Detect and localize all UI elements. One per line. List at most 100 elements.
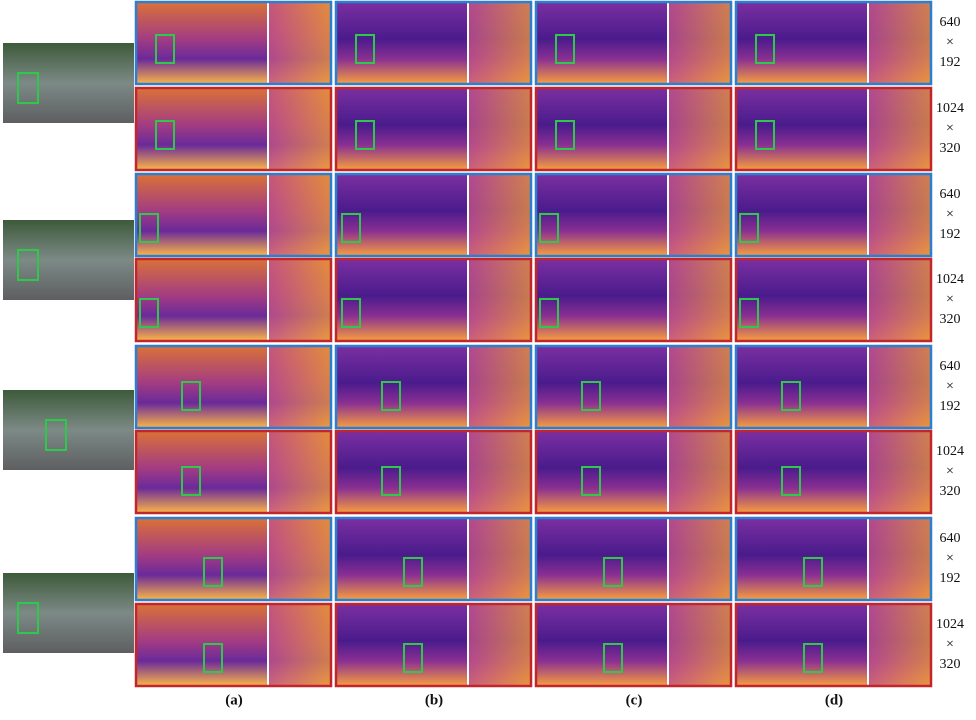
panel-border bbox=[334, 0, 533, 86]
focus-box bbox=[581, 381, 601, 411]
panel-border bbox=[534, 172, 733, 258]
focus-box bbox=[555, 120, 575, 150]
focus-box bbox=[603, 643, 623, 673]
panel-border bbox=[134, 172, 333, 258]
depth-crop bbox=[869, 432, 930, 512]
depth-crop bbox=[669, 89, 730, 169]
panel-border bbox=[734, 86, 933, 172]
photo-box bbox=[17, 72, 39, 104]
column-label: (c) bbox=[626, 692, 643, 708]
focus-box bbox=[739, 213, 759, 243]
panel-border bbox=[334, 257, 533, 343]
focus-box bbox=[181, 381, 201, 411]
depth-crop bbox=[469, 260, 530, 340]
panel-border bbox=[734, 172, 933, 258]
input-photo bbox=[3, 43, 134, 123]
focus-box bbox=[539, 213, 559, 243]
panel-border bbox=[334, 429, 533, 515]
resolution-height: 192 bbox=[940, 571, 961, 586]
panel-border bbox=[734, 0, 933, 86]
focus-box bbox=[203, 557, 223, 587]
resolution-symbol: × bbox=[946, 551, 954, 566]
depth-crop bbox=[269, 347, 330, 427]
panel-border bbox=[134, 0, 333, 86]
depth-crop bbox=[669, 519, 730, 599]
resolution-symbol: × bbox=[946, 121, 954, 136]
depth-crop bbox=[269, 89, 330, 169]
focus-box bbox=[581, 466, 601, 496]
panel-border bbox=[734, 516, 933, 602]
focus-box bbox=[341, 298, 361, 328]
depth-crop bbox=[869, 605, 930, 685]
depth-crop bbox=[669, 175, 730, 255]
resolution-height: 320 bbox=[940, 657, 961, 672]
depth-crop bbox=[469, 175, 530, 255]
depth-crop bbox=[269, 175, 330, 255]
focus-box bbox=[139, 213, 159, 243]
focus-box bbox=[381, 466, 401, 496]
focus-box bbox=[603, 557, 623, 587]
resolution-height: 192 bbox=[940, 55, 961, 70]
panel-border bbox=[134, 516, 333, 602]
focus-box bbox=[355, 34, 375, 64]
panel-border bbox=[334, 516, 533, 602]
resolution-width: 1024 bbox=[936, 444, 964, 459]
resolution-symbol: × bbox=[946, 379, 954, 394]
panel-border bbox=[734, 602, 933, 688]
panel-border bbox=[534, 86, 733, 172]
panel-border bbox=[734, 257, 933, 343]
focus-box bbox=[803, 557, 823, 587]
depth-crop bbox=[669, 347, 730, 427]
depth-crop bbox=[869, 175, 930, 255]
panel-border bbox=[134, 602, 333, 688]
focus-box bbox=[403, 557, 423, 587]
focus-box bbox=[203, 643, 223, 673]
depth-crop bbox=[869, 519, 930, 599]
panel-border bbox=[134, 86, 333, 172]
panel-border bbox=[534, 0, 733, 86]
depth-crop bbox=[469, 605, 530, 685]
focus-box bbox=[139, 298, 159, 328]
resolution-width: 1024 bbox=[936, 617, 964, 632]
resolution-height: 320 bbox=[940, 141, 961, 156]
depth-crop bbox=[269, 519, 330, 599]
input-photo bbox=[3, 220, 134, 300]
panel-border bbox=[534, 602, 733, 688]
focus-box bbox=[755, 34, 775, 64]
resolution-height: 320 bbox=[940, 312, 961, 327]
column-label: (d) bbox=[825, 692, 843, 708]
panel-border bbox=[334, 602, 533, 688]
panel-grid bbox=[3, 0, 933, 688]
resolution-width: 640 bbox=[940, 15, 961, 30]
focus-box bbox=[755, 120, 775, 150]
panel-border bbox=[134, 344, 333, 430]
depth-crop bbox=[469, 89, 530, 169]
focus-box bbox=[803, 643, 823, 673]
panel-border bbox=[734, 429, 933, 515]
resolution-symbol: × bbox=[946, 464, 954, 479]
resolution-symbol: × bbox=[946, 292, 954, 307]
focus-box bbox=[155, 120, 175, 150]
resolution-symbol: × bbox=[946, 35, 954, 50]
labels: 640 × 192 1024 × 320 640 × 192 1024 × 320 640 × 192 102… bbox=[225, 15, 964, 708]
resolution-symbol: × bbox=[946, 637, 954, 652]
panel-border bbox=[134, 429, 333, 515]
resolution-symbol: × bbox=[946, 207, 954, 222]
input-photo bbox=[3, 390, 134, 470]
panel-border bbox=[534, 516, 733, 602]
focus-box bbox=[555, 34, 575, 64]
depth-crop bbox=[669, 260, 730, 340]
photo-box bbox=[45, 419, 67, 451]
depth-crop bbox=[269, 3, 330, 83]
resolution-width: 1024 bbox=[936, 272, 964, 287]
depth-crop bbox=[469, 3, 530, 83]
panel-border bbox=[534, 257, 733, 343]
input-photo bbox=[3, 573, 134, 653]
panel-border bbox=[334, 86, 533, 172]
panel-border bbox=[134, 257, 333, 343]
panel-border bbox=[534, 344, 733, 430]
depth-crop bbox=[869, 3, 930, 83]
focus-box bbox=[539, 298, 559, 328]
depth-crop bbox=[869, 260, 930, 340]
